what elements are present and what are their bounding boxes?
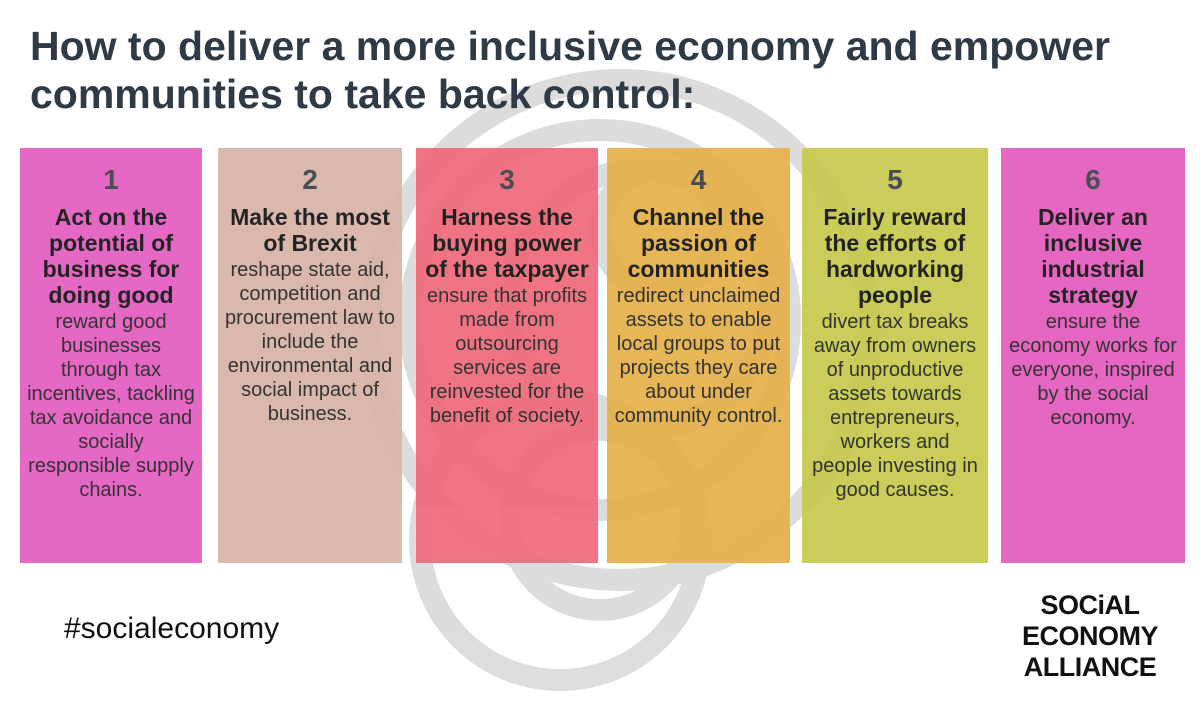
logo-line: ALLIANCE <box>1023 652 1157 682</box>
hashtag: #socialeconomy <box>64 612 280 645</box>
column-card: 5 Fairly reward the efforts of hardworkin… <box>802 148 988 563</box>
column-heading: Fairly reward the efforts of hardworking… <box>823 204 967 308</box>
column-card: 1 Act on the potential of business for do… <box>20 148 202 563</box>
column-number: 3 <box>499 164 515 195</box>
column-body: ensure that profits made from outsourcin… <box>426 285 588 427</box>
title: How to deliver a more inclusive economy … <box>30 23 1110 117</box>
column-card: 4 Channel the passion of communities redir… <box>607 148 790 563</box>
logo-line: ECONOMY <box>1021 621 1159 651</box>
column-card: 3 Harness the buying power of the taxpaye… <box>416 148 598 563</box>
column-heading: Channel the passion of communities <box>627 204 770 282</box>
column-body: reshape state aid, competition and procu… <box>224 259 396 425</box>
column-card: 2 Make the most of Brexit reshape state ai… <box>218 148 402 563</box>
column-heading: Act on the potential of business for doi… <box>42 204 180 308</box>
column-body: ensure the economy works for everyone, i… <box>1009 311 1177 429</box>
column-number: 2 <box>302 164 318 195</box>
column-heading: Deliver an inclusive industrial strategy <box>1038 204 1148 308</box>
column-body: redirect unclaimed assets to enable loca… <box>614 285 783 427</box>
column-number: 1 <box>103 164 119 195</box>
column-body: divert tax breaks away from owners of un… <box>812 311 978 501</box>
column-body: reward good businesses through tax incen… <box>27 311 195 501</box>
column-number: 6 <box>1085 164 1101 195</box>
logo: SOCiAL ECONOMY ALLIANCE <box>990 590 1190 683</box>
column-number: 5 <box>887 164 903 195</box>
column-number: 4 <box>690 164 707 195</box>
logo-line: SOCiAL <box>1040 590 1140 620</box>
column-heading: Harness the buying power of the taxpayer <box>425 204 589 282</box>
column-card: 6 Deliver an inclusive industrial strateg… <box>1001 148 1185 563</box>
column-heading: Make the most of Brexit <box>230 204 390 256</box>
